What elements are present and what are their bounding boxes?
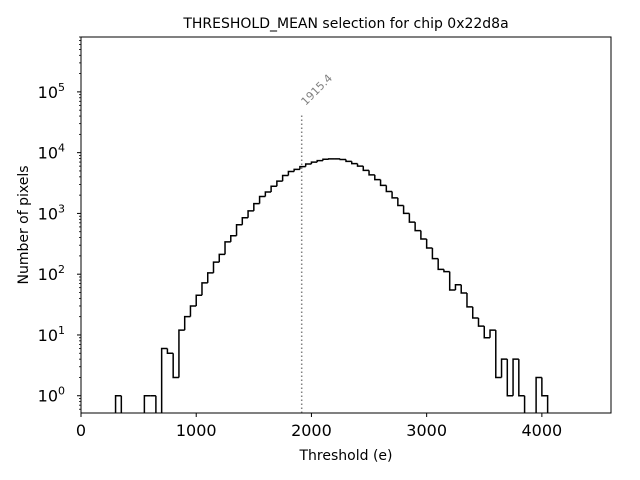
histogram-bin: [253, 202, 260, 211]
histogram-bin: [230, 234, 237, 242]
histogram-bin: [258, 195, 266, 204]
histogram-bin: [414, 222, 421, 232]
chart-title: THRESHOLD_MEAN selection for chip 0x22d8…: [182, 16, 508, 32]
histogram-bin: [339, 158, 346, 161]
histogram-bin: [310, 161, 318, 165]
axes: 0 1000 2000 3000 4000 100 101 102 103 104 105: [38, 36, 612, 440]
histogram-bin: [443, 269, 450, 273]
histogram-bin: [120, 395, 123, 413]
histogram-bin: [379, 179, 387, 187]
histogram-bin: [316, 159, 323, 163]
histogram-bin: [172, 353, 179, 379]
histogram-bin: [397, 197, 404, 207]
histogram-bin: [351, 161, 358, 165]
histogram-bin: [460, 284, 467, 294]
histogram-bin: [374, 174, 381, 181]
y-tick-label: 100: [38, 385, 65, 406]
histogram-bin: [489, 329, 496, 338]
x-axis-label: Threshold (e): [299, 448, 393, 464]
histogram-bin: [178, 329, 185, 378]
histogram-bin: [276, 180, 283, 187]
histogram-bin: [287, 170, 295, 176]
histogram-bin: [183, 315, 191, 331]
histogram-bin: [541, 377, 549, 413]
histogram-bin: [368, 170, 375, 176]
y-tick-label: 102: [38, 263, 65, 284]
y-axis-label: Number of pixels: [16, 165, 32, 284]
histogram-bin: [322, 158, 329, 161]
histogram-bin: [235, 224, 243, 236]
x-tick-label: 3000: [406, 421, 447, 440]
histogram-bin: [477, 318, 485, 327]
histogram-bin: [500, 358, 508, 378]
histogram-bin: [206, 272, 214, 283]
histogram-bin: [224, 241, 231, 255]
histogram-bin: [391, 191, 398, 199]
histogram-bin: [425, 238, 433, 249]
histogram-bin: [402, 205, 410, 215]
histogram-bin: [420, 230, 427, 240]
x-tick-label: 4000: [522, 421, 563, 440]
histogram-bin: [408, 213, 416, 223]
histogram-bin: [466, 293, 473, 308]
histogram-bin: [512, 358, 519, 396]
histogram-bin: [304, 163, 312, 167]
histogram-bin: [518, 359, 525, 397]
histogram-bin: [281, 174, 289, 182]
histogram-bin: [160, 347, 168, 413]
histogram-bin: [362, 166, 370, 172]
histogram-bin: [212, 261, 220, 273]
histogram-bin: [448, 271, 456, 291]
histogram-bin: [345, 159, 352, 163]
histogram-bin: [471, 306, 479, 319]
histogram-bin: [201, 282, 208, 296]
annotations: 1915.4: [299, 72, 335, 413]
histogram-bin: [114, 394, 122, 413]
x-tick-label: 2000: [291, 421, 332, 440]
mean-label: 1915.4: [299, 72, 335, 108]
histogram-bin: [247, 210, 254, 218]
histogram-bin: [495, 330, 502, 379]
histogram-bin: [241, 216, 249, 225]
histogram-bin: [356, 163, 364, 167]
histogram-bin: [155, 395, 157, 413]
x-tick-label: 1000: [176, 421, 217, 440]
histogram-bin: [270, 185, 277, 193]
y-tick-label: 101: [38, 324, 65, 345]
y-tick-label: 103: [38, 202, 65, 223]
histogram-bin: [143, 394, 151, 413]
y-tick-label: 104: [38, 142, 65, 163]
histogram-bin: [523, 395, 526, 413]
histogram-bin: [166, 348, 174, 355]
histogram-bin: [431, 247, 439, 260]
histogram-bin: [299, 165, 306, 170]
histogram-bin: [385, 185, 393, 193]
histogram-bin: [293, 168, 300, 172]
histogram-bin: [535, 376, 542, 413]
histogram-bin: [483, 326, 491, 339]
histogram-bin: [195, 294, 202, 306]
x-tick-label: 0: [76, 421, 86, 440]
y-tick-label: 105: [38, 81, 65, 102]
histogram-bin: [218, 253, 226, 263]
histogram-steps: [114, 158, 549, 413]
histogram-bin: [454, 284, 462, 290]
axes-frame: [80, 36, 612, 414]
histogram-bin: [189, 305, 197, 317]
histogram-bin: [437, 258, 444, 271]
histogram-bin: [506, 359, 514, 397]
histogram-bin: [264, 191, 272, 197]
